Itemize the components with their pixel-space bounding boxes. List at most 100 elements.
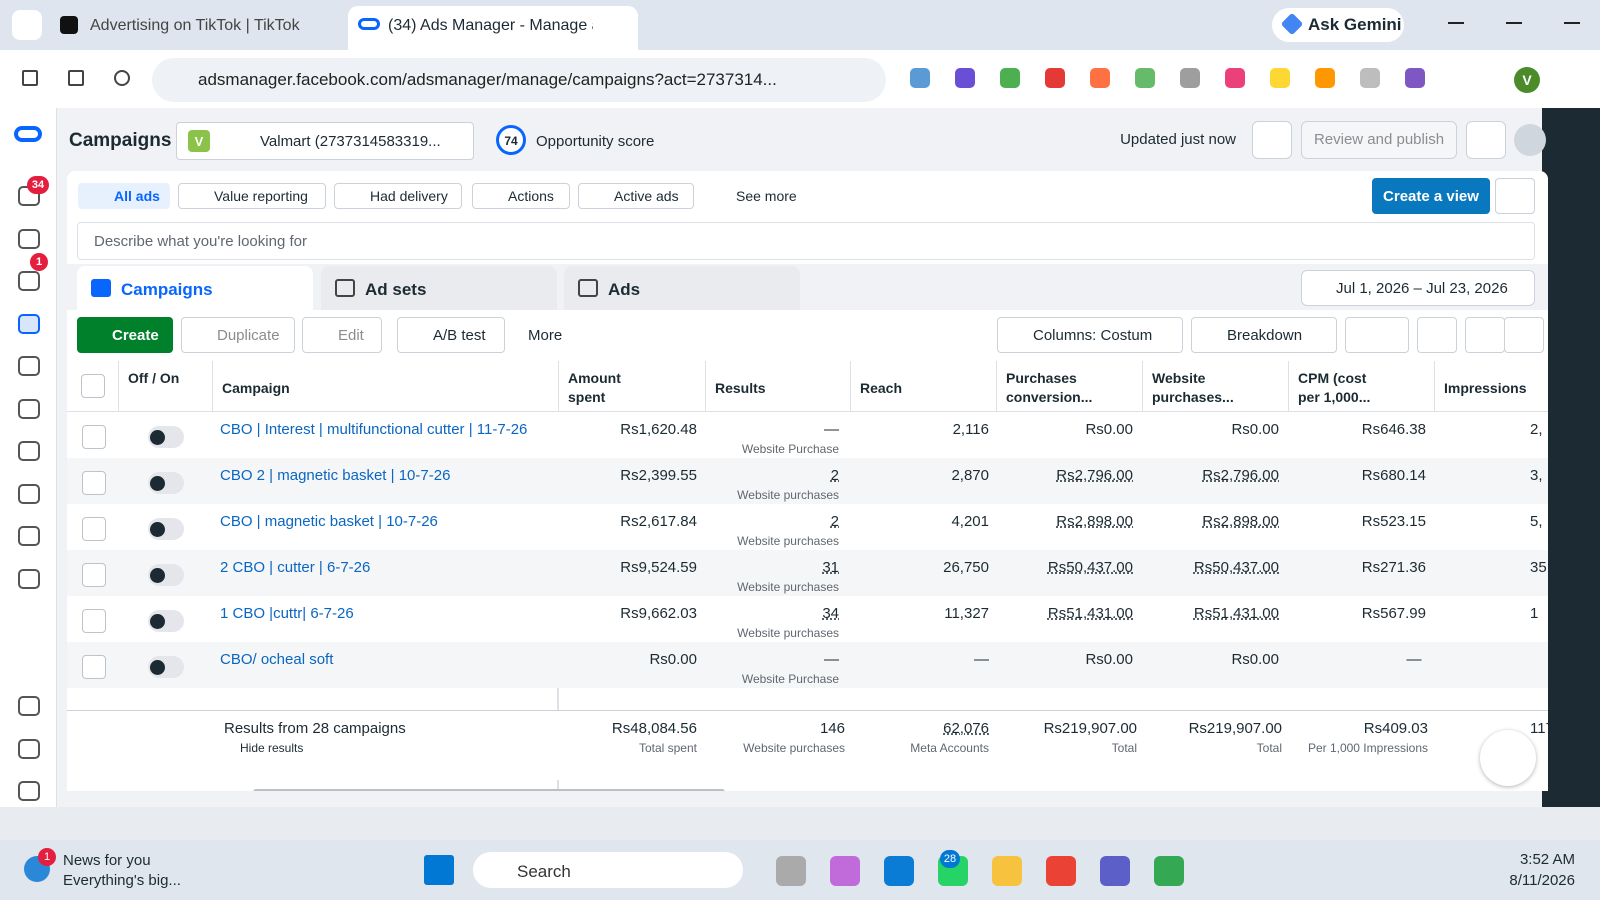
toolbar-icon-button[interactable] — [1465, 317, 1505, 353]
start-button[interactable] — [424, 855, 454, 885]
view-tab[interactable] — [77, 266, 313, 310]
extension-icon[interactable] — [1000, 68, 1020, 88]
extension-icon[interactable] — [1405, 68, 1425, 88]
create-view-button[interactable] — [1372, 178, 1490, 214]
extension-icon[interactable] — [1180, 68, 1200, 88]
results: 2 — [830, 467, 839, 484]
nav-icon[interactable] — [18, 781, 40, 801]
taskbar-app[interactable] — [776, 856, 806, 886]
taskbar-app[interactable] — [830, 856, 860, 886]
taskbar-app[interactable] — [884, 856, 914, 886]
column-header[interactable]: Impressions — [1444, 380, 1527, 396]
assistant-button[interactable] — [1480, 730, 1536, 786]
tab-list-button[interactable] — [12, 10, 42, 40]
window-close[interactable] — [1564, 22, 1580, 24]
refresh-button[interactable] — [1252, 121, 1292, 159]
create-button[interactable] — [77, 317, 173, 353]
toolbar-icon-button[interactable] — [1504, 317, 1544, 353]
column-header[interactable]: Results — [715, 380, 766, 396]
row-checkbox[interactable] — [82, 425, 106, 449]
window-minimize[interactable] — [1448, 22, 1464, 24]
column-header[interactable]: Amount spent — [568, 370, 621, 405]
nav-icon[interactable] — [18, 441, 40, 461]
extension-icon[interactable] — [1360, 68, 1380, 88]
view-tab[interactable] — [564, 266, 800, 310]
breakdown-button[interactable] — [1191, 317, 1337, 353]
column-header[interactable]: Website purchases... — [1152, 370, 1234, 405]
toolbar-button[interactable] — [302, 317, 382, 353]
column-header[interactable]: Reach — [860, 380, 903, 396]
campaign-name[interactable]: 2 CBO | cutter | 6-7-26 — [220, 559, 371, 576]
review-button[interactable] — [1301, 121, 1457, 159]
filter-chip[interactable] — [178, 183, 326, 209]
view-tab[interactable] — [321, 266, 557, 310]
filter-chip[interactable] — [472, 183, 570, 209]
see-more[interactable]: See more — [736, 188, 797, 204]
row-checkbox[interactable] — [82, 655, 106, 679]
reload-button[interactable] — [114, 70, 130, 86]
column-header[interactable]: Campaign — [222, 380, 290, 396]
taskbar-app[interactable] — [1046, 856, 1076, 886]
taskbar-search[interactable] — [473, 852, 743, 888]
nav-icon[interactable] — [18, 568, 40, 589]
header-checkbox[interactable] — [81, 374, 105, 398]
nav-icon[interactable] — [18, 313, 40, 334]
nav-icon[interactable] — [18, 696, 40, 716]
extension-icon[interactable] — [1270, 68, 1290, 88]
nav-icon[interactable] — [18, 356, 40, 376]
extension-icon[interactable] — [1045, 68, 1065, 88]
columns-button[interactable] — [997, 317, 1183, 353]
column-header[interactable]: Purchases conversion... — [1006, 370, 1093, 405]
nav-icon[interactable] — [18, 526, 40, 546]
settings-button[interactable] — [1495, 178, 1535, 214]
hide-results[interactable]: Hide results — [240, 741, 304, 755]
filter-chip[interactable] — [578, 183, 694, 209]
toolbar-icon-button[interactable] — [1345, 317, 1409, 353]
filter-chip[interactable] — [334, 183, 462, 209]
row-checkbox[interactable] — [82, 563, 106, 587]
toolbar-icon-button[interactable] — [1417, 317, 1457, 353]
campaign-name[interactable]: CBO | Interest | multifunctional cutter … — [220, 421, 528, 438]
extension-icon[interactable] — [1225, 68, 1245, 88]
row-checkbox[interactable] — [82, 609, 106, 633]
h-scrollbar[interactable] — [253, 789, 725, 791]
extension-icon[interactable] — [1315, 68, 1335, 88]
column-header[interactable]: Off / On — [128, 370, 180, 386]
address-bar[interactable] — [152, 58, 886, 102]
nav-icon[interactable] — [18, 738, 40, 759]
extension-icon[interactable] — [1090, 68, 1110, 88]
nav-icon[interactable] — [18, 398, 40, 419]
score-label[interactable]: Opportunity score — [536, 133, 655, 150]
campaign-name[interactable]: 1 CBO |cuttr| 6-7-26 — [220, 605, 354, 622]
results-label: Website purchases — [737, 580, 839, 594]
row-checkbox[interactable] — [82, 517, 106, 541]
extension-icon[interactable] — [1135, 68, 1155, 88]
window-restore[interactable] — [1506, 22, 1522, 24]
more-button[interactable] — [1466, 121, 1506, 159]
column-header[interactable]: CPM (cost per 1,000... — [1298, 370, 1371, 405]
nav-icon[interactable] — [18, 271, 40, 291]
more-menu[interactable]: More — [528, 327, 563, 344]
toolbar-button[interactable] — [397, 317, 505, 353]
campaign-name[interactable]: CBO | magnetic basket | 10-7-26 — [220, 513, 438, 530]
toolbar-button[interactable] — [181, 317, 295, 353]
tab-title[interactable]: Advertising on TikTok | TikTok A — [90, 18, 300, 34]
taskbar-app[interactable] — [992, 856, 1022, 886]
extension-icon[interactable] — [910, 68, 930, 88]
back-button[interactable] — [22, 70, 38, 86]
campaign-name[interactable]: CBO 2 | magnetic basket | 10-7-26 — [220, 467, 451, 484]
campaign-name[interactable]: CBO/ ocheal soft — [220, 651, 334, 668]
search-box[interactable] — [77, 222, 1535, 260]
extension-icon[interactable] — [955, 68, 975, 88]
profile-avatar[interactable] — [1514, 67, 1540, 93]
taskbar-app[interactable] — [1154, 856, 1184, 886]
taskbar-app[interactable] — [1100, 856, 1130, 886]
tab-title[interactable]: (34) Ads Manager - Manage ad — [388, 18, 593, 34]
row-checkbox[interactable] — [82, 471, 106, 495]
forward-button[interactable] — [68, 70, 84, 86]
account-selector[interactable] — [176, 122, 474, 160]
nav-icon[interactable] — [18, 228, 40, 249]
nav-icon[interactable] — [18, 483, 40, 504]
filter-chip[interactable] — [78, 183, 170, 209]
date-picker[interactable] — [1301, 270, 1535, 306]
